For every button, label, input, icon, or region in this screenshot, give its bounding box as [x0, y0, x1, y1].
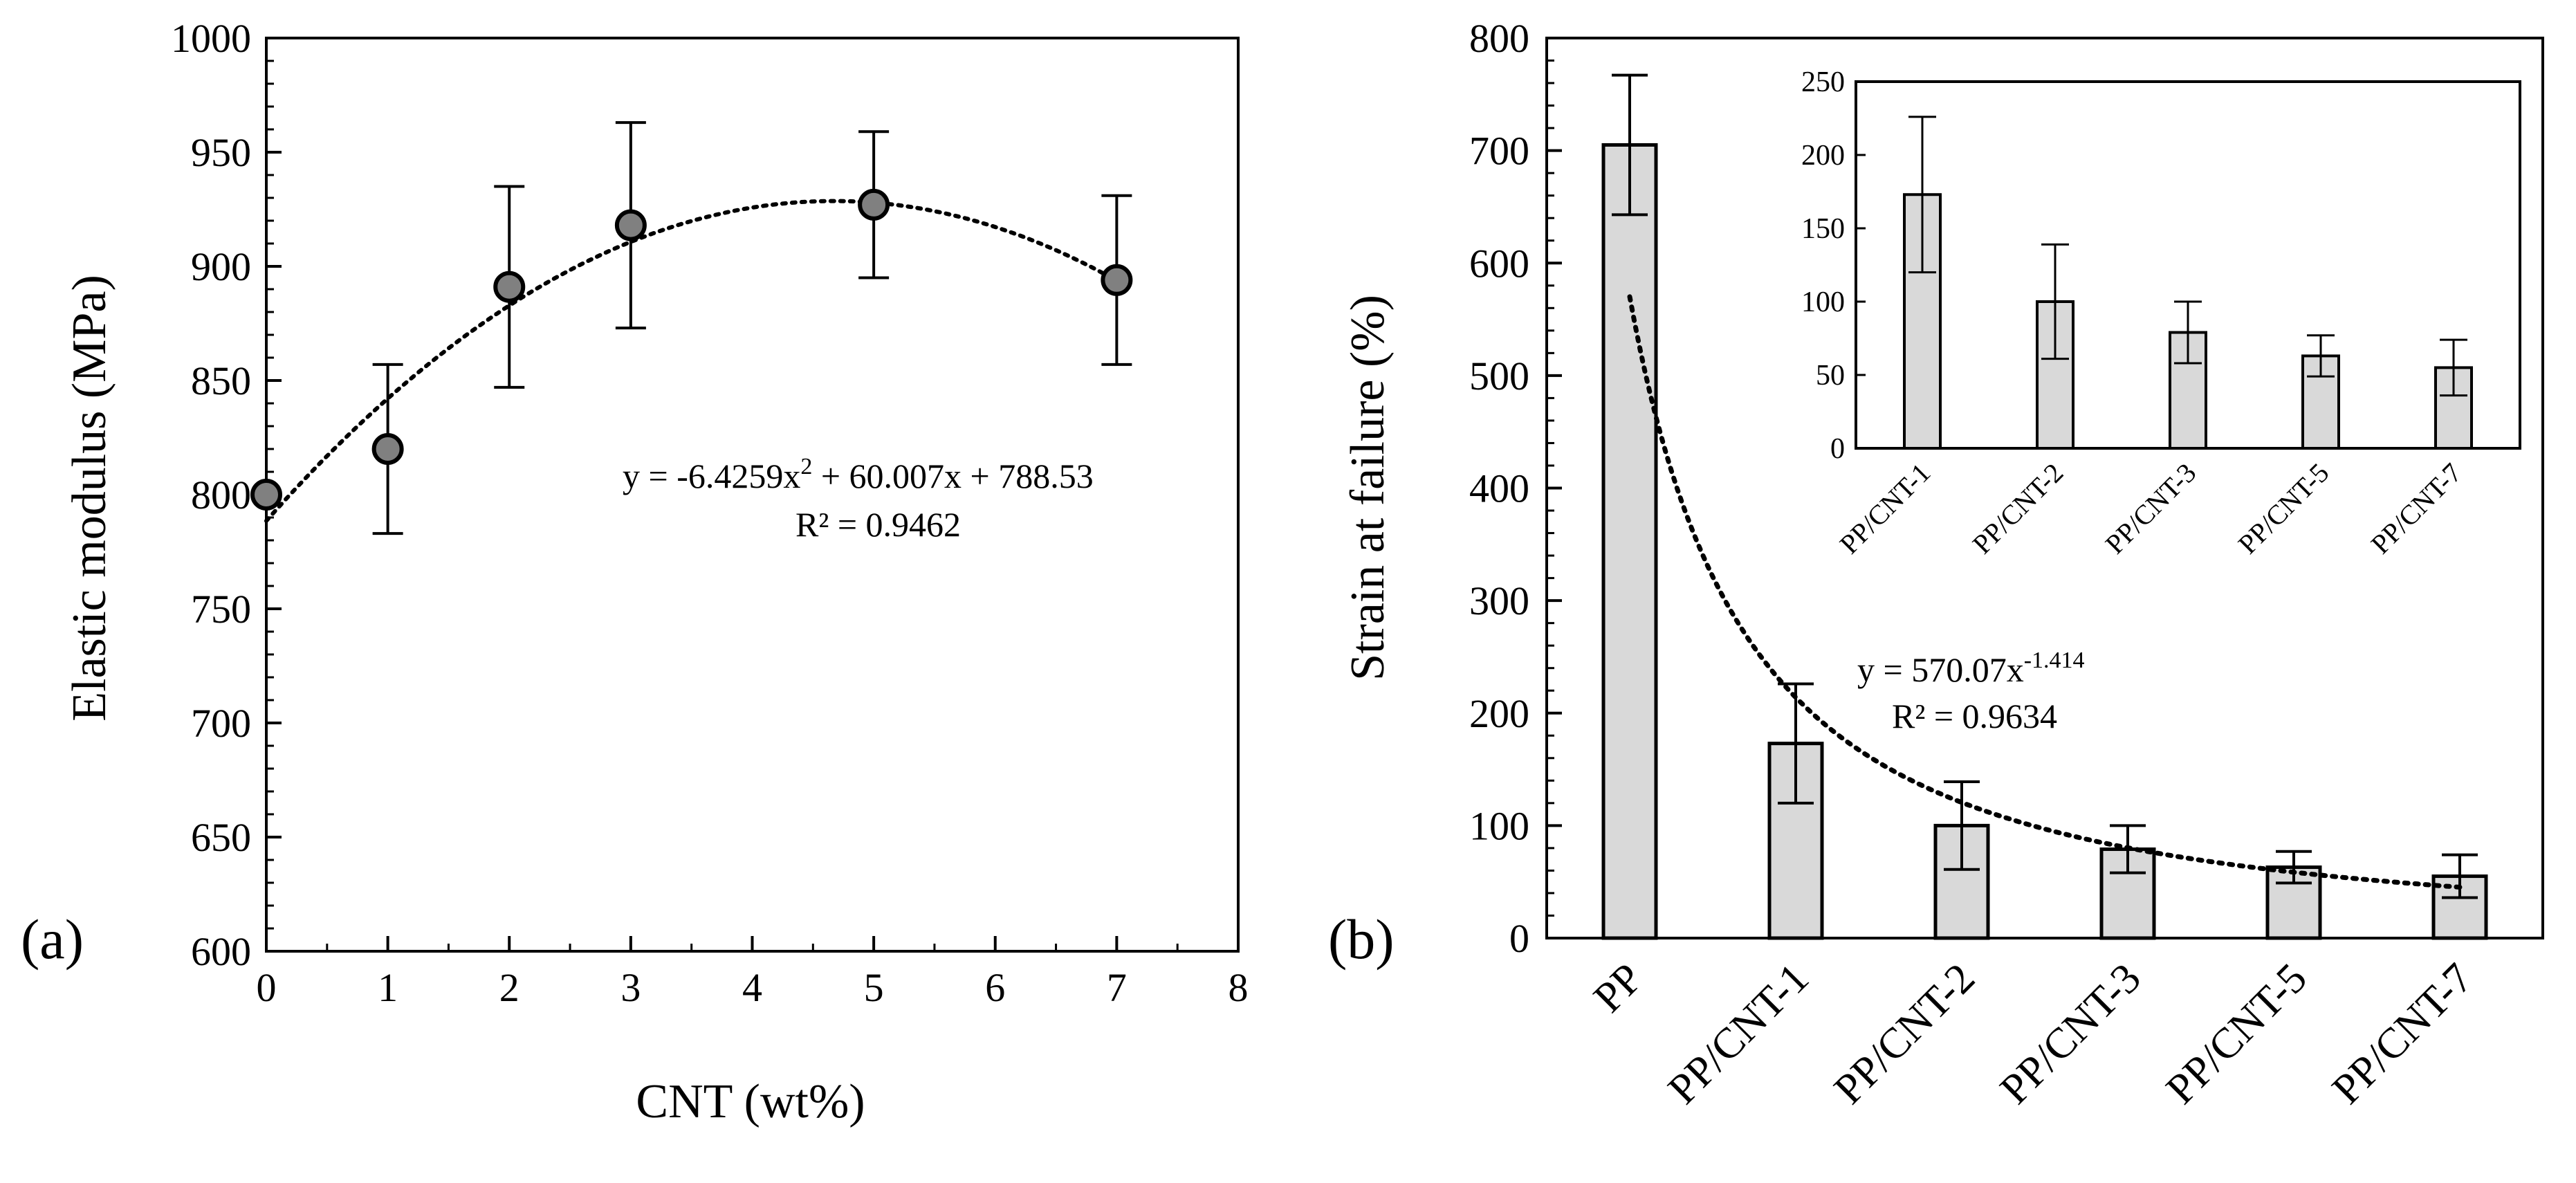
- panel-b-label: (b): [1328, 908, 1395, 971]
- data-point: [493, 270, 526, 303]
- panel-b-power-trendline: [1627, 294, 2463, 890]
- panel-b-fit-r2: R² = 0.9634: [1892, 697, 2057, 735]
- inset-category-label: PP/CNT-7: [2365, 457, 2468, 560]
- y-tick-label: 800: [191, 473, 251, 517]
- inset-category-label: PP/CNT-3: [2099, 457, 2202, 560]
- panel-a-elastic-modulus-chart: 600 650 700 750 800 850 900 950 1000 0 1 2 3 4 5 6 7 8 y…: [21, 16, 1249, 1128]
- x-tick-label: 4: [742, 965, 762, 1010]
- y-tick-label: 1000: [171, 16, 251, 61]
- y-tick-label: 300: [1469, 578, 1529, 623]
- x-tick-label: 2: [499, 965, 519, 1010]
- inset-category-label: PP/CNT-2: [1967, 457, 2070, 560]
- inset-category-labels: PP/CNT-1 PP/CNT-2 PP/CNT-3 PP/CNT-5 PP/CNT-7: [1834, 457, 2468, 560]
- category-label: PP: [1585, 955, 1652, 1022]
- panel-a-fit-r2: R² = 0.9462: [795, 505, 961, 544]
- data-point: [250, 479, 282, 511]
- y-tick-label: 700: [1469, 129, 1529, 174]
- inset-y-tick-label: 150: [1801, 213, 1845, 245]
- panel-b-bars: [1601, 73, 2488, 940]
- y-tick-label: 200: [1469, 691, 1529, 736]
- y-tick-label: 600: [191, 929, 251, 974]
- panel-a-x-ticks: 0 1 2 3 4 5 6 7 8: [257, 936, 1249, 1010]
- panel-a-y-ticks: 600 650 700 750 800 850 900 950 1000: [171, 16, 282, 974]
- panel-a-label: (a): [21, 908, 84, 971]
- panel-a-x-label: CNT (wt%): [636, 1075, 865, 1128]
- x-tick-label: 1: [378, 965, 398, 1010]
- inset-y-tick-label: 0: [1830, 433, 1845, 465]
- y-tick-label: 950: [191, 130, 251, 175]
- inset-y-tick-label: 200: [1801, 140, 1845, 172]
- category-label: PP/CNT-1: [1659, 955, 1818, 1113]
- x-tick-label: 5: [864, 965, 884, 1010]
- y-tick-label: 900: [191, 244, 251, 289]
- panel-b-fit-equation: y = 570.07x-1.414: [1857, 648, 2085, 689]
- panel-a-fit-equation: y = -6.4259x2 + 60.007x + 788.53: [623, 454, 1094, 495]
- inset-category-label: PP/CNT-5: [2232, 457, 2335, 560]
- inset-category-label: PP/CNT-1: [1834, 457, 1937, 560]
- inset-y-tick-label: 50: [1816, 360, 1845, 392]
- inset-y-ticks: 0 50 100 150 200 250: [1801, 66, 1866, 465]
- y-tick-label: 500: [1469, 354, 1529, 398]
- panel-a-polynomial-trendline: [264, 199, 1119, 523]
- x-tick-label: 8: [1229, 965, 1249, 1010]
- panel-a-y-label: Elastic modulus (MPa): [63, 275, 116, 721]
- x-tick-label: 0: [257, 965, 277, 1010]
- panel-b-category-labels: PP PP/CNT-1 PP/CNT-2 PP/CNT-3 PP/CNT-5 PP/CNT…: [1585, 955, 2482, 1113]
- panel-b-y-ticks: 0 100 200 300 400 500 600 700 800: [1469, 16, 1562, 961]
- y-tick-label: 800: [1469, 16, 1529, 61]
- x-tick-label: 7: [1107, 965, 1127, 1010]
- y-tick-label: 100: [1469, 803, 1529, 848]
- panel-b-y-label: Strain at failure (%): [1341, 295, 1395, 681]
- category-label: PP/CNT-3: [1991, 955, 2150, 1113]
- inset-y-tick-label: 100: [1801, 286, 1845, 318]
- bar: [1601, 143, 1658, 940]
- data-point: [614, 209, 647, 241]
- data-point: [858, 188, 890, 221]
- category-label: PP/CNT-2: [1825, 955, 1984, 1113]
- inset-y-tick-label: 250: [1801, 66, 1845, 98]
- y-tick-label: 600: [1469, 241, 1529, 286]
- y-tick-label: 850: [191, 358, 251, 403]
- y-tick-label: 0: [1509, 916, 1529, 961]
- data-point: [371, 433, 404, 465]
- x-tick-label: 3: [620, 965, 641, 1010]
- x-tick-label: 6: [985, 965, 1005, 1010]
- panel-b-inset-chart: 0 50 100 150 200 250 PP/CNT-1 PP/CNT-2 PP/CNT-3…: [1801, 66, 2521, 560]
- inset-bars: [1903, 116, 2473, 450]
- y-tick-label: 750: [191, 587, 251, 632]
- y-tick-label: 700: [191, 701, 251, 746]
- y-tick-label: 400: [1469, 466, 1529, 511]
- category-label: PP/CNT-7: [2324, 955, 2482, 1113]
- panel-a-data-points: [250, 121, 1133, 535]
- y-tick-label: 650: [191, 815, 251, 860]
- category-label: PP/CNT-5: [2158, 955, 2316, 1113]
- data-point: [1101, 264, 1133, 296]
